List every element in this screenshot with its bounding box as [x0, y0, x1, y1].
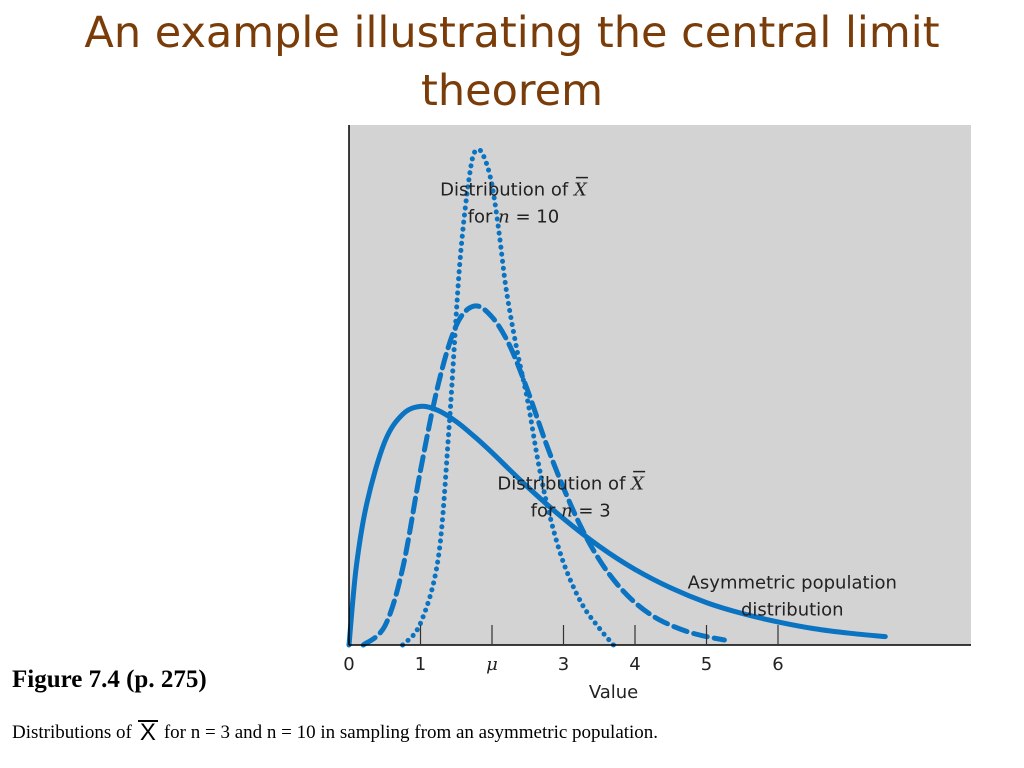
- label-n-symbol: n: [561, 501, 573, 522]
- x-tick-label: 6: [772, 654, 783, 675]
- x-tick-label: μ: [486, 654, 498, 675]
- label-text: = 3: [573, 501, 611, 522]
- x-tick-label: 3: [558, 654, 569, 675]
- curve-n10: [400, 147, 616, 648]
- x-bar-symbol: X: [137, 719, 158, 746]
- axes-layer: 0 1 μ 3 4 5 6 Value: [343, 125, 971, 703]
- figure-description-start: Distributions of: [12, 722, 132, 743]
- curves-layer: [346, 147, 888, 648]
- x-tick-label: 5: [701, 654, 712, 675]
- slide-title: An example illustrating the central limi…: [0, 4, 1024, 120]
- labels-layer: Asymmetric population distribution Distrib…: [440, 176, 897, 620]
- x-tick-label: 0: [343, 654, 354, 675]
- x-axis-title: Value: [589, 682, 638, 703]
- x-tick-label: 1: [415, 654, 426, 675]
- x-tick-label: 4: [629, 654, 640, 675]
- curve-n3: [360, 303, 727, 648]
- slide-title-line-1: An example illustrating the central limi…: [84, 8, 940, 58]
- figure-caption: Figure 7.4 (p. 275): [12, 666, 207, 693]
- x-bar-symbol: X: [572, 180, 588, 201]
- label-text: for: [531, 501, 561, 522]
- label-text: for: [468, 207, 498, 228]
- figure-description-end: for n = 3 and n = 10 in sampling from an…: [163, 722, 659, 743]
- curve-label-n3-line-2: for n = 3: [531, 501, 611, 522]
- x-bar-symbol: X: [629, 474, 645, 495]
- label-n-symbol: n: [498, 207, 510, 228]
- curve-label-population-line-1: Asymmetric population: [688, 572, 897, 593]
- curve-population: [346, 403, 888, 648]
- curve-label-n3-line-1: Distribution of X: [497, 474, 645, 495]
- curve-label-population-line-2: distribution: [741, 599, 844, 620]
- curve-label-n10-line-1: Distribution of X: [440, 180, 588, 201]
- slide-title-line-2: theorem: [421, 66, 603, 116]
- plot-background: [349, 125, 971, 645]
- label-text: = 10: [510, 207, 559, 228]
- curve-label-n10-line-2: for n = 10: [468, 207, 560, 228]
